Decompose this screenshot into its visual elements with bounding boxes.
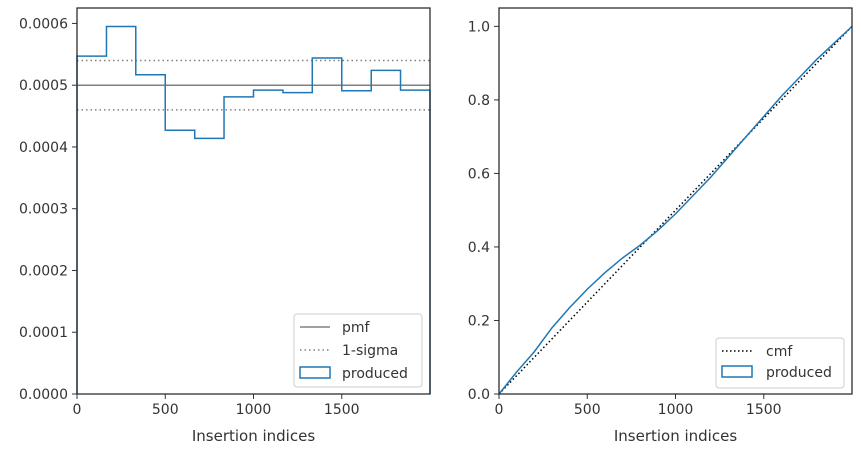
x-axis-label: Insertion indices [614, 427, 737, 445]
x-tick-label: 1000 [658, 402, 694, 418]
legend-label-pmf: pmf [342, 320, 371, 336]
y-tick-label: 0.0000 [19, 387, 68, 403]
y-tick-label: 1.0 [468, 19, 490, 35]
y-tick-label: 0.8 [468, 93, 490, 109]
x-tick-label: 500 [152, 402, 179, 418]
plot-frame [498, 7, 853, 395]
legend-label-sigma: 1-sigma [342, 343, 398, 359]
y-tick-label: 0.0005 [19, 78, 68, 94]
y-tick-label: 0.0 [468, 387, 490, 403]
right-chart-cmf: 0 500 1000 1500 0.0 0.2 0.4 0.6 0.8 1.0 Insertion … [468, 7, 853, 445]
y-tick-label: 0.0004 [19, 140, 68, 156]
y-tick-label: 0.0001 [19, 325, 68, 341]
legend-swatch-produced [721, 365, 753, 378]
y-tick-label: 0.2 [468, 313, 490, 329]
legend-box [293, 313, 423, 388]
y-tick-label: 0.4 [468, 240, 490, 256]
y-tick-label: 0.0006 [19, 16, 68, 32]
plot-frame [76, 7, 431, 395]
legend-swatch-produced [299, 366, 331, 379]
y-tick-label: 0.6 [468, 166, 490, 182]
x-tick-label: 1500 [746, 402, 782, 418]
produced-line [498, 25, 853, 395]
cmf-line [498, 25, 853, 395]
x-tick-label: 1000 [236, 402, 272, 418]
legend: pmf 1-sigma produced [293, 313, 423, 388]
y-tick-label: 0.0002 [19, 263, 68, 279]
y-tick-label: 0.0003 [19, 202, 68, 218]
legend-label-produced: produced [766, 365, 832, 381]
legend-label-produced: produced [342, 366, 408, 382]
x-tick-label: 0 [73, 402, 82, 418]
produced-histogram [76, 25, 431, 394]
x-tick-label: 500 [574, 402, 601, 418]
x-tick-label: 0 [495, 402, 504, 418]
x-tick-label: 1500 [324, 402, 360, 418]
legend: cmf produced [715, 337, 845, 389]
left-chart-pmf: 0 500 1000 1500 0.0000 0.0001 0.0002 0.0003 0.00… [19, 7, 431, 445]
legend-box [715, 337, 845, 389]
x-axis-label: Insertion indices [192, 427, 315, 445]
legend-label-cmf: cmf [766, 344, 793, 360]
